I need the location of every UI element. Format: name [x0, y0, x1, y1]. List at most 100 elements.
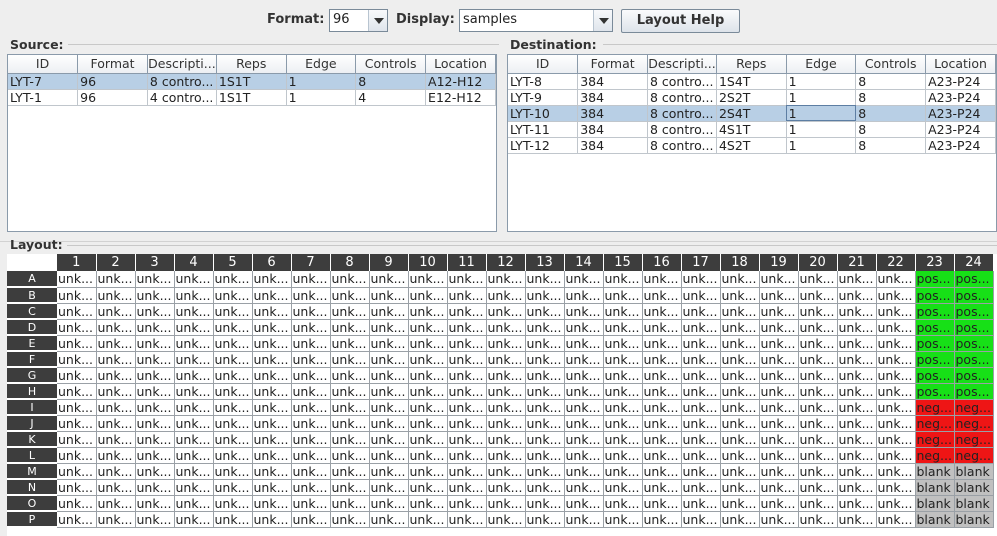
- well-cell[interactable]: unk...: [798, 335, 838, 352]
- table-cell[interactable]: 1: [786, 121, 857, 138]
- well-cell[interactable]: unk...: [291, 463, 331, 480]
- well-cell[interactable]: unk...: [447, 399, 487, 416]
- well-cell[interactable]: unk...: [252, 319, 292, 336]
- well-cell[interactable]: unk...: [720, 511, 760, 528]
- table-cell[interactable]: 8: [855, 137, 927, 154]
- well-cell[interactable]: unk...: [759, 271, 799, 288]
- layout-help-button[interactable]: Layout Help: [621, 9, 740, 33]
- well-cell[interactable]: unk...: [447, 287, 487, 304]
- well-cell[interactable]: unk...: [798, 495, 838, 512]
- well-cell[interactable]: unk...: [486, 351, 526, 368]
- well-cell[interactable]: unk...: [96, 431, 136, 448]
- well-cell[interactable]: unk...: [57, 495, 97, 512]
- well-cell[interactable]: unk...: [486, 415, 526, 432]
- well-cell[interactable]: unk...: [525, 383, 565, 400]
- table-cell[interactable]: 1S1T: [216, 89, 287, 106]
- well-cell[interactable]: unk...: [135, 415, 175, 432]
- well-cell[interactable]: unk...: [837, 351, 877, 368]
- well-cell[interactable]: unk...: [213, 415, 253, 432]
- well-cell[interactable]: unk...: [213, 271, 253, 288]
- well-cell[interactable]: neg...: [915, 447, 955, 464]
- well-cell[interactable]: unk...: [564, 447, 604, 464]
- well-cell[interactable]: unk...: [759, 511, 799, 528]
- well-cell[interactable]: unk...: [798, 303, 838, 320]
- well-cell[interactable]: unk...: [759, 399, 799, 416]
- well-cell[interactable]: unk...: [135, 463, 175, 480]
- well-cell[interactable]: unk...: [603, 351, 643, 368]
- well-cell[interactable]: unk...: [291, 399, 331, 416]
- well-cell[interactable]: unk...: [642, 303, 682, 320]
- well-cell[interactable]: unk...: [174, 351, 214, 368]
- well-cell[interactable]: pos...: [954, 383, 994, 400]
- table-row[interactable]: LYT-11 384 8 contro... 4S1T 1 8 A23-P24: [508, 121, 996, 138]
- well-cell[interactable]: unk...: [876, 303, 916, 320]
- well-cell[interactable]: unk...: [564, 319, 604, 336]
- table-cell[interactable]: 384: [577, 105, 648, 122]
- well-cell[interactable]: neg...: [915, 431, 955, 448]
- well-cell[interactable]: unk...: [174, 319, 214, 336]
- well-cell[interactable]: unk...: [642, 367, 682, 384]
- well-cell[interactable]: unk...: [174, 399, 214, 416]
- well-cell[interactable]: unk...: [798, 367, 838, 384]
- well-cell[interactable]: unk...: [720, 415, 760, 432]
- table-row[interactable]: LYT-9 384 8 contro... 2S2T 1 8 A23-P24: [508, 89, 996, 106]
- well-cell[interactable]: unk...: [330, 447, 370, 464]
- well-cell[interactable]: unk...: [759, 479, 799, 496]
- well-cell[interactable]: unk...: [57, 415, 97, 432]
- table-cell[interactable]: A23-P24: [925, 137, 996, 154]
- well-cell[interactable]: unk...: [57, 319, 97, 336]
- well-cell[interactable]: unk...: [135, 303, 175, 320]
- well-cell[interactable]: unk...: [252, 399, 292, 416]
- well-cell[interactable]: unk...: [798, 271, 838, 288]
- well-cell[interactable]: unk...: [96, 319, 136, 336]
- well-cell[interactable]: unk...: [57, 463, 97, 480]
- well-cell[interactable]: unk...: [135, 319, 175, 336]
- well-cell[interactable]: unk...: [96, 511, 136, 528]
- well-cell[interactable]: pos...: [954, 303, 994, 320]
- table-row[interactable]: LYT-12 384 8 contro... 4S2T 1 8 A23-P24: [508, 137, 996, 154]
- table-cell[interactable]: 1: [286, 89, 357, 106]
- well-cell[interactable]: unk...: [564, 415, 604, 432]
- well-cell[interactable]: unk...: [564, 399, 604, 416]
- well-cell[interactable]: unk...: [291, 479, 331, 496]
- well-cell[interactable]: pos...: [915, 271, 955, 288]
- well-cell[interactable]: unk...: [369, 415, 409, 432]
- well-cell[interactable]: unk...: [681, 271, 721, 288]
- well-cell[interactable]: unk...: [564, 303, 604, 320]
- table-cell[interactable]: 8: [855, 121, 927, 138]
- well-cell[interactable]: unk...: [174, 447, 214, 464]
- well-cell[interactable]: unk...: [291, 431, 331, 448]
- well-cell[interactable]: unk...: [603, 415, 643, 432]
- well-cell[interactable]: unk...: [876, 351, 916, 368]
- well-cell[interactable]: unk...: [447, 367, 487, 384]
- well-cell[interactable]: unk...: [447, 383, 487, 400]
- well-cell[interactable]: unk...: [57, 351, 97, 368]
- well-cell[interactable]: unk...: [603, 303, 643, 320]
- well-cell[interactable]: unk...: [174, 303, 214, 320]
- well-cell[interactable]: unk...: [408, 303, 448, 320]
- well-cell[interactable]: unk...: [369, 463, 409, 480]
- well-cell[interactable]: unk...: [876, 479, 916, 496]
- column-header[interactable]: Reps: [216, 55, 287, 74]
- column-header[interactable]: ID: [508, 55, 579, 74]
- well-cell[interactable]: unk...: [837, 511, 877, 528]
- well-cell[interactable]: unk...: [525, 431, 565, 448]
- well-cell[interactable]: unk...: [408, 351, 448, 368]
- well-cell[interactable]: unk...: [642, 431, 682, 448]
- well-cell[interactable]: unk...: [564, 431, 604, 448]
- well-cell[interactable]: unk...: [57, 303, 97, 320]
- well-cell[interactable]: unk...: [720, 479, 760, 496]
- well-cell[interactable]: unk...: [486, 271, 526, 288]
- well-cell[interactable]: unk...: [837, 271, 877, 288]
- well-cell[interactable]: unk...: [291, 351, 331, 368]
- well-cell[interactable]: neg...: [954, 415, 994, 432]
- column-header[interactable]: Format: [577, 55, 648, 74]
- well-cell[interactable]: unk...: [642, 479, 682, 496]
- well-cell[interactable]: unk...: [720, 447, 760, 464]
- well-cell[interactable]: unk...: [486, 287, 526, 304]
- well-cell[interactable]: unk...: [486, 399, 526, 416]
- well-cell[interactable]: unk...: [837, 319, 877, 336]
- well-cell[interactable]: unk...: [135, 479, 175, 496]
- table-cell[interactable]: LYT-10: [508, 105, 579, 122]
- well-cell[interactable]: unk...: [759, 335, 799, 352]
